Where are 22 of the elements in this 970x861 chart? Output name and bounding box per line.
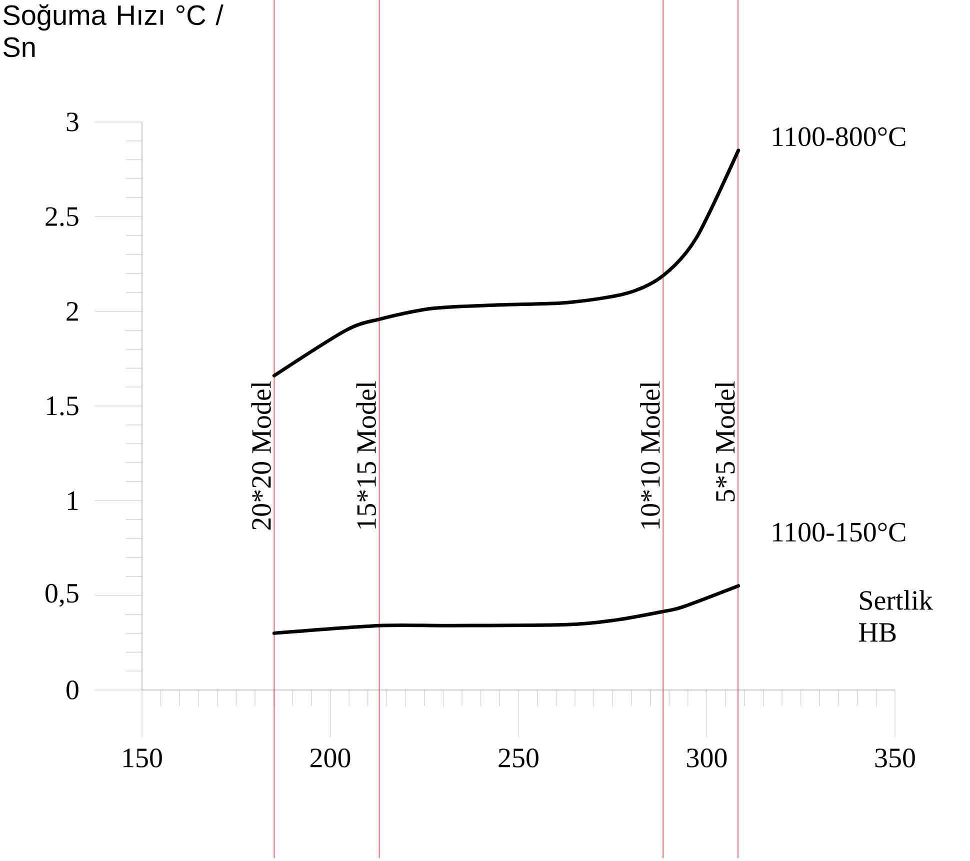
x-tick-label: 350 [875, 748, 915, 768]
text: 1100-150°C [773, 522, 906, 542]
y-tick-label: 1 [68, 491, 78, 510]
y-tick-label: 1.5 [46, 396, 78, 416]
ref-line-label: 10*10 Model [640, 381, 660, 528]
ref-line-label: 5*5 Model [715, 381, 735, 502]
x-tick-label: 250 [498, 748, 538, 768]
y-tick-label: 0 [66, 680, 78, 700]
ref-line-label: 15*15 Model [356, 381, 376, 528]
line-series [272, 584, 740, 635]
y-axis-title: Soğuma Hızı °C / Sn [3, 4, 224, 58]
x-axis-title: Sertlik HB [859, 590, 933, 642]
line-series [272, 148, 740, 378]
y-tick-label: 0,5 [46, 584, 78, 607]
y-tick-label: 2.5 [46, 207, 78, 226]
x-tick-label: 300 [687, 748, 727, 768]
y-tick-label: 2 [66, 302, 78, 321]
ref-line-label: 20*20 Model [251, 381, 271, 530]
y-tick-label: 3 [66, 112, 78, 132]
x-tick-label: 200 [310, 748, 350, 768]
x-tick-label: 150 [123, 748, 162, 768]
series-label: 1100-800°C [773, 127, 906, 146]
